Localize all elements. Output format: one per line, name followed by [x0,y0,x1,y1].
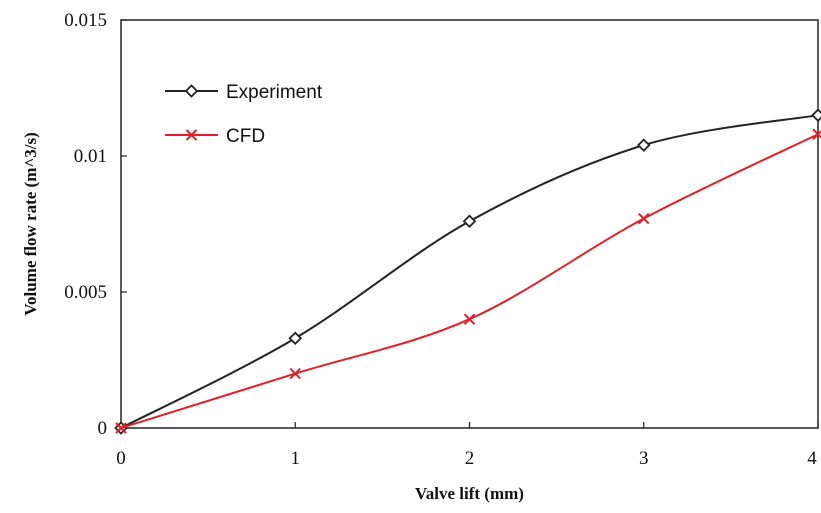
legend: Experiment CFD [165,82,323,147]
y-axis-title: Volume flow rate (m^3/s) [21,132,40,315]
legend-item-cfd: CFD [165,126,265,147]
legend-marker-experiment [186,86,197,97]
x-tick-label: 3 [639,448,649,469]
series-layer [116,110,821,434]
x-axis-title: Valve lift (mm) [415,484,524,503]
series-cfd [116,129,821,433]
y-tick-label: 0.005 [64,282,107,303]
data-point-experiment [464,216,475,227]
x-tick-label: 1 [291,448,301,469]
x-tick-label: 2 [465,448,475,469]
data-point-cfd [465,314,475,324]
x-tick-label: 4 [807,448,817,469]
data-point-experiment [290,333,301,344]
data-point-experiment [813,110,821,121]
y-tick-label: 0.01 [74,146,107,167]
data-point-cfd [290,369,300,379]
legend-label-experiment: Experiment [226,82,323,103]
series-experiment [116,110,821,434]
data-point-cfd [639,214,649,224]
y-tick-label: 0.015 [64,10,107,31]
legend-item-experiment: Experiment [165,82,323,103]
data-point-cfd [813,129,821,139]
series-line-experiment [121,115,818,428]
data-point-experiment [638,140,649,151]
legend-label-cfd: CFD [226,126,265,147]
y-tick-label: 0 [98,418,108,439]
series-line-cfd [121,134,818,428]
x-tick-label: 0 [116,448,126,469]
